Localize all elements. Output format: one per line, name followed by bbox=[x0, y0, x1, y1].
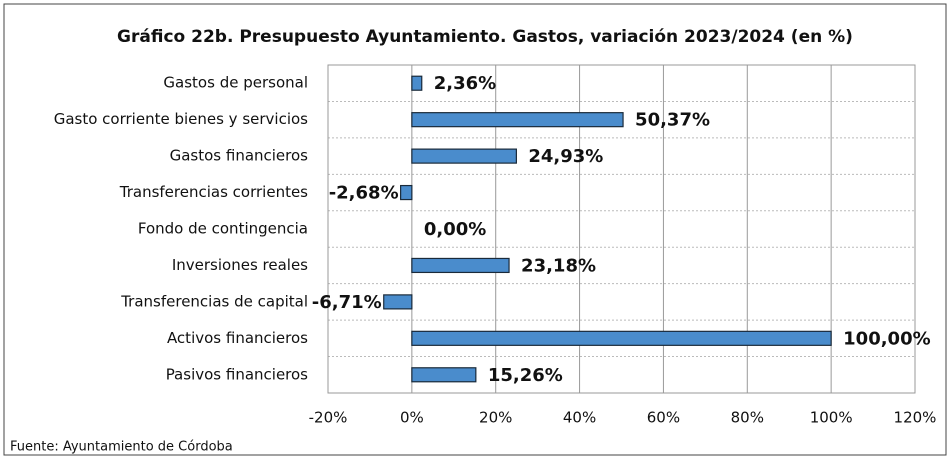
y-tick-label: Gasto corriente bienes y servicios bbox=[54, 110, 308, 128]
bar bbox=[411, 75, 423, 91]
y-tick-label: Pasivos financieros bbox=[166, 365, 308, 383]
value-label: -2,68% bbox=[329, 183, 399, 204]
y-tick-label: Activos financieros bbox=[167, 329, 308, 347]
bar bbox=[411, 257, 510, 274]
x-tick-label: 80% bbox=[731, 409, 764, 427]
value-label: 15,26% bbox=[488, 365, 563, 386]
x-tick-label: 0% bbox=[400, 409, 424, 427]
value-label: -6,71% bbox=[312, 292, 382, 313]
y-tick-label: Transferencias de capital bbox=[120, 292, 308, 310]
x-tick-label: 60% bbox=[647, 409, 680, 427]
bar bbox=[411, 367, 477, 383]
bar bbox=[411, 112, 624, 128]
bar bbox=[400, 184, 413, 201]
y-tick-label: Inversiones reales bbox=[172, 256, 308, 274]
value-label: 24,93% bbox=[528, 146, 603, 167]
source-note: Fuente: Ayuntamiento de Córdoba bbox=[10, 440, 233, 455]
bar bbox=[411, 148, 517, 164]
y-tick-label: Fondo de contingencia bbox=[138, 220, 308, 238]
bar bbox=[411, 330, 832, 346]
x-tick-label: 120% bbox=[894, 409, 937, 427]
x-tick-label: 100% bbox=[810, 409, 853, 427]
value-label: 100,00% bbox=[843, 328, 931, 349]
x-tick-label: -20% bbox=[309, 409, 348, 427]
x-tick-label: 20% bbox=[479, 409, 512, 427]
value-label: 23,18% bbox=[521, 255, 596, 276]
y-tick-label: Transferencias corrientes bbox=[119, 183, 308, 201]
x-tick-label: 40% bbox=[563, 409, 596, 427]
y-tick-label: Gastos financieros bbox=[170, 147, 309, 165]
y-tick-label: Gastos de personal bbox=[163, 74, 308, 92]
chart-title: Gráfico 22b. Presupuesto Ayuntamiento. G… bbox=[117, 27, 853, 47]
value-label: 0,00% bbox=[424, 219, 486, 240]
bar bbox=[383, 294, 413, 310]
value-label: 50,37% bbox=[635, 110, 710, 131]
value-label: 2,36% bbox=[434, 73, 496, 94]
